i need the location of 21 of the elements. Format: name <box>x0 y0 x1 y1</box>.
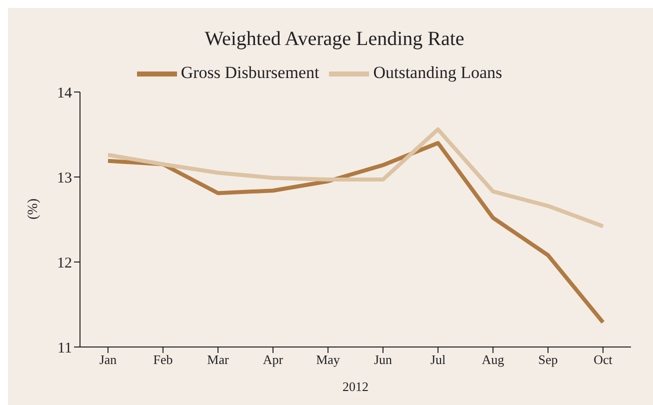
x-tick-label: Apr <box>262 352 284 368</box>
y-tick-label: 14 <box>57 85 72 102</box>
y-axis-title: (%) <box>26 198 41 220</box>
chart-title: Weighted Average Lending Rate <box>204 28 466 51</box>
y-tick-label: 12 <box>57 255 72 272</box>
x-tick-label: Sep <box>538 352 558 368</box>
x-tick-label: Feb <box>153 352 173 368</box>
line-series <box>106 127 605 228</box>
y-tick-label: 13 <box>57 170 72 186</box>
y-tick-label: 11 <box>58 340 72 356</box>
legend-label: Gross Disbursement <box>180 62 320 82</box>
x-tick-label: Jan <box>99 352 118 368</box>
legend-label: Outstanding Loans <box>373 62 502 82</box>
x-tick-label: Mar <box>207 352 230 368</box>
x-tick-label: Aug <box>482 352 505 368</box>
line-series <box>106 141 605 324</box>
x-tick-label: Jun <box>374 352 393 368</box>
x-tick-label: May <box>316 352 340 368</box>
x-tick-label: Jul <box>430 352 446 368</box>
x-axis-title: 2012 <box>342 379 368 394</box>
x-tick-label: Oct <box>594 352 613 368</box>
